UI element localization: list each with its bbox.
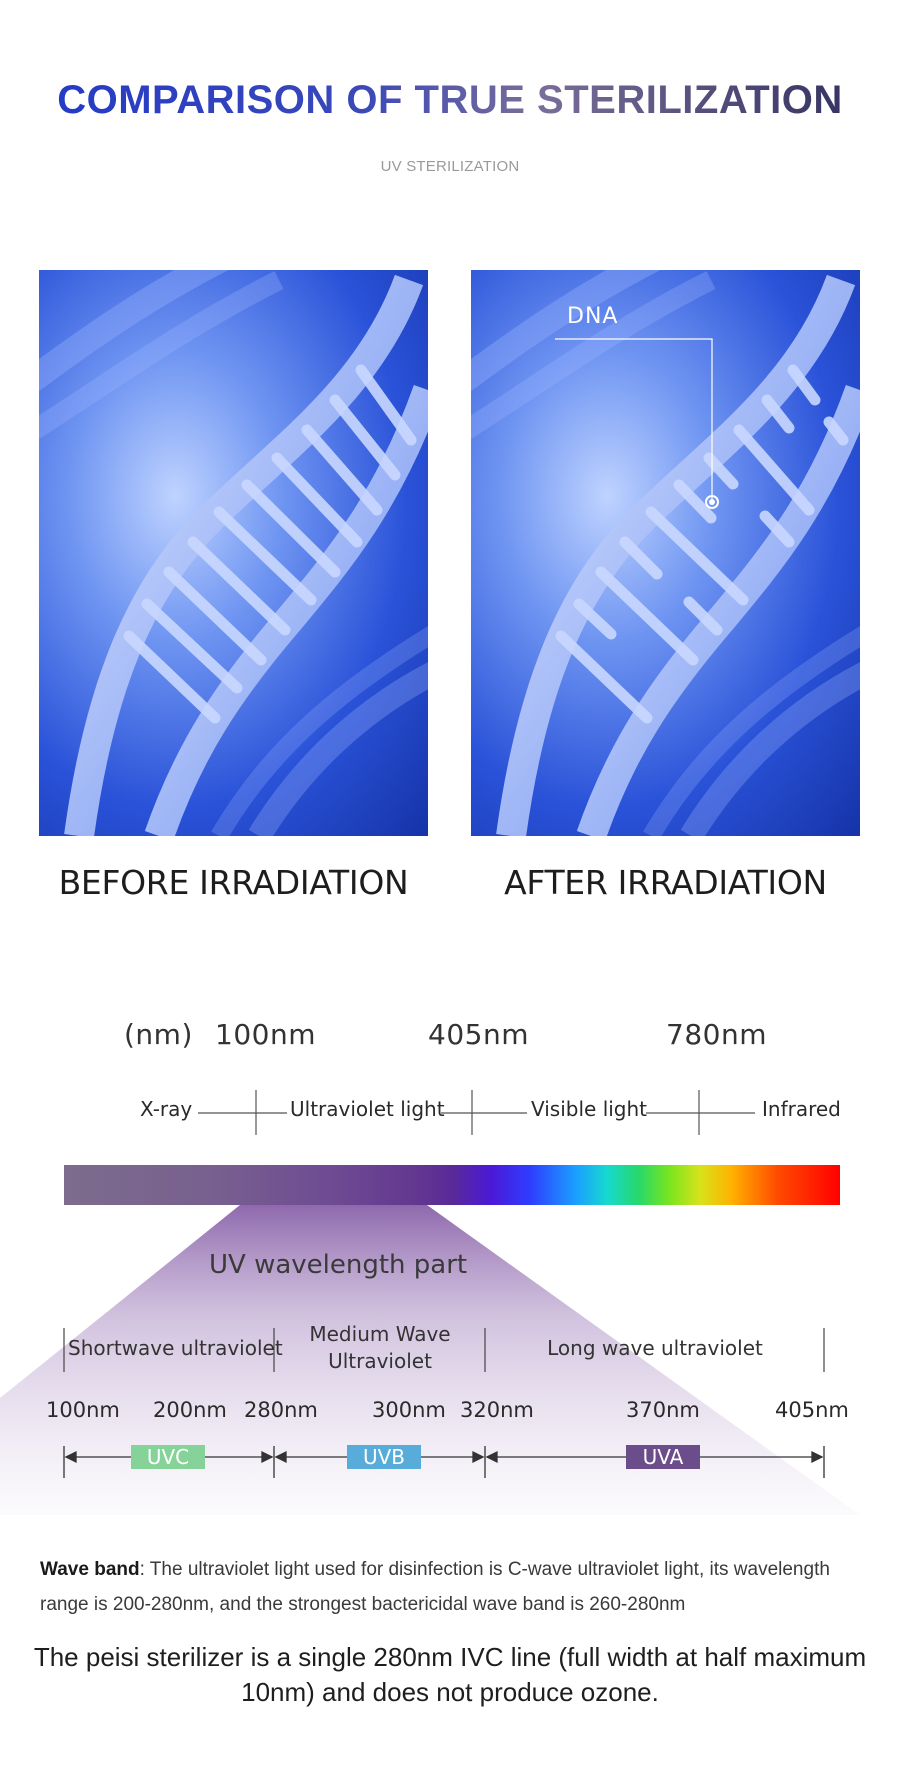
band-ultraviolet: Ultraviolet light [290,1097,445,1121]
dna-before-image [39,270,428,836]
wave-band-text: : The ultraviolet light used for disinfe… [40,1559,830,1615]
dna-helix-damaged-illustration [471,270,860,836]
long-wave-uv-label: Long wave ultraviolet [547,1336,763,1360]
uv-280nm: 280nm [244,1398,318,1422]
after-caption: AFTER IRRADIATION [504,863,827,902]
uv-320nm: 320nm [460,1398,534,1422]
dna-callout-marker [705,495,719,509]
band-visible: Visible light [531,1097,648,1121]
uv-wavelength-title: UV wavelength part [209,1250,468,1280]
dna-callout-line [555,338,713,502]
band-infrared: Infrared [762,1097,841,1121]
dna-label: DNA [567,304,619,329]
wavelength-100nm: 100nm [215,1018,316,1051]
medium-wave-line2: Ultraviolet [328,1349,432,1373]
page-subtitle: UV STERILIZATION [380,158,520,175]
wave-band-label: Wave band [40,1559,140,1580]
product-statement: The peisi sterilizer is a single 280nm I… [33,1642,867,1707]
wavelength-780nm: 780nm [666,1018,767,1051]
shortwave-uv-label: Shortwave ultraviolet [68,1336,283,1360]
wave-band-paragraph: Wave band: The ultraviolet light used fo… [40,1552,870,1622]
uv-370nm: 370nm [626,1398,700,1422]
dna-helix-illustration [39,270,428,836]
uv-100nm: 100nm [46,1398,120,1422]
page-title: COMPARISON OF TRUE STERILIZATION [0,78,900,123]
band-x-ray: X-ray [140,1097,193,1121]
uv-405nm: 405nm [775,1398,849,1422]
uvb-tag: UVB [347,1445,421,1469]
electromagnetic-spectrum-bar [64,1165,840,1205]
unit-label: (nm) [124,1018,193,1051]
dna-after-image [471,270,860,836]
uv-200nm: 200nm [153,1398,227,1422]
uva-tag: UVA [626,1445,700,1469]
uvc-tag: UVC [131,1445,205,1469]
uv-300nm: 300nm [372,1398,446,1422]
wavelength-405nm: 405nm [428,1018,529,1051]
before-caption: BEFORE IRRADIATION [58,863,409,902]
medium-wave-uv-label: Medium Wave Ultraviolet [280,1321,480,1375]
medium-wave-line1: Medium Wave [309,1322,451,1346]
